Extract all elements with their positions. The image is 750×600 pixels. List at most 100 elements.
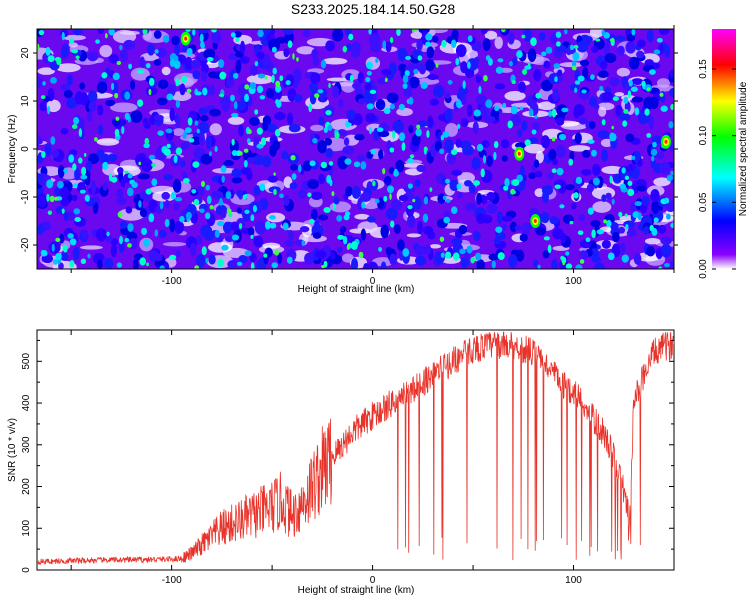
heatmap-cell: [609, 175, 613, 184]
heatmap-cell: [486, 155, 493, 167]
heatmap-cell: [547, 172, 554, 180]
heatmap-cell: [429, 187, 433, 192]
heatmap-cell: [69, 260, 75, 268]
heatmap-cell: [211, 29, 217, 33]
heatmap-cell: [266, 123, 278, 133]
heatmap-cell: [96, 81, 108, 94]
heatmap-cell: [543, 60, 551, 69]
heatmap-cell: [283, 48, 290, 58]
heatmap-cell: [174, 43, 181, 56]
heatmap-cell: [392, 120, 405, 133]
heatmap-cell: [256, 85, 264, 94]
heatmap-cell: [579, 259, 585, 264]
heatmap-cell: [296, 57, 299, 62]
heatmap-cell: [425, 33, 433, 41]
heatmap-cell: [47, 210, 53, 215]
heatmap-cell: [216, 220, 225, 227]
heatmap-cell: [429, 244, 442, 249]
heatmap-cell: [139, 190, 148, 200]
heatmap-cell: [236, 261, 243, 266]
heatmap-cell: [250, 214, 255, 222]
heatmap-cell: [61, 31, 65, 41]
heatmap-cell: [78, 128, 83, 137]
heatmap-cell: [632, 168, 640, 180]
heatmap-cell: [157, 79, 169, 90]
heatmap-cell: [206, 56, 214, 62]
heatmap-cell: [549, 32, 557, 45]
heatmap-cell: [590, 220, 601, 228]
heatmap-cell: [199, 115, 209, 122]
heatmap-cell: [37, 224, 45, 235]
heatmap-cell: [628, 79, 633, 87]
heatmap-cell: [162, 241, 187, 247]
heatmap-cell: [38, 29, 45, 36]
heatmap-cell: [493, 237, 502, 245]
heatmap-cell: [225, 77, 235, 89]
heatmap-cell: [161, 191, 171, 200]
heatmap-cell: [194, 58, 200, 68]
heatmap-cell: [616, 45, 625, 56]
heatmap-cell: [127, 223, 134, 232]
heatmap-cell: [625, 41, 636, 54]
heatmap-cell: [308, 103, 313, 113]
heatmap-cell: [486, 191, 496, 202]
heatmap-cell: [279, 75, 284, 82]
heatmap-cell: [524, 139, 531, 146]
heatmap-cell: [127, 173, 133, 179]
heatmap-cell: [271, 74, 275, 84]
heatmap-cell: [646, 246, 656, 257]
heatmap-cell: [625, 224, 629, 230]
heatmap-cell: [79, 92, 89, 106]
heatmap-cell: [96, 259, 104, 269]
heatmap-cell: [475, 252, 482, 261]
heatmap-cell: [329, 179, 333, 187]
heatmap-cell: [528, 108, 534, 117]
heatmap-cell: [616, 67, 631, 77]
heatmap-cell: [60, 45, 69, 59]
heatmap-cell: [426, 130, 430, 138]
heatmap-cell: [211, 31, 222, 44]
heatmap-cell: [464, 202, 477, 212]
heatmap-cell: [121, 125, 125, 135]
heatmap-cell: [311, 48, 319, 59]
heatmap-cell: [390, 103, 395, 110]
heatmap-cell: [372, 180, 376, 187]
heatmap-cell: [361, 201, 366, 209]
heatmap-cell: [478, 85, 482, 94]
heatmap-cell: [259, 183, 266, 192]
heatmap-cell: [238, 56, 251, 64]
heatmap-y-axis: -20 -10 0 10 20: [20, 47, 678, 252]
heatmap-cell: [108, 29, 115, 36]
heatmap-cell: [223, 160, 234, 167]
heatmap-cell: [626, 34, 636, 42]
snr-frame: [36, 329, 675, 571]
heatmap-cell: [402, 248, 410, 257]
heatmap-cell: [233, 30, 242, 38]
heatmap-cell: [646, 29, 654, 43]
heatmap-cell: [443, 216, 451, 224]
heatmap-cell: [337, 129, 348, 137]
heatmap-cell: [263, 253, 268, 258]
heatmap-cell: [173, 154, 178, 164]
heatmap-cell: [625, 133, 635, 143]
heatmap-cell: [641, 80, 646, 87]
heatmap-cell: [37, 193, 48, 208]
heatmap-cell: [338, 99, 344, 108]
heatmap-cell: [221, 209, 227, 219]
heatmap-cell: [382, 167, 386, 175]
heatmap-cell: [166, 93, 174, 101]
heatmap-cell: [382, 40, 387, 50]
heatmap-cell: [548, 110, 553, 117]
heatmap-cell: [638, 113, 649, 125]
heatmap-cell: [538, 32, 546, 41]
heatmap-cell: [483, 115, 496, 123]
heatmap-cell: [172, 128, 185, 137]
heatmap-cell: [170, 192, 176, 200]
colorbar-gradient: [712, 29, 736, 269]
heatmap-cell: [244, 93, 249, 103]
heatmap-cell: [187, 117, 193, 126]
heatmap-cell: [199, 208, 205, 213]
heatmap-cell: [123, 39, 136, 50]
heatmap-cell: [600, 60, 608, 70]
heatmap-cell: [368, 29, 372, 35]
